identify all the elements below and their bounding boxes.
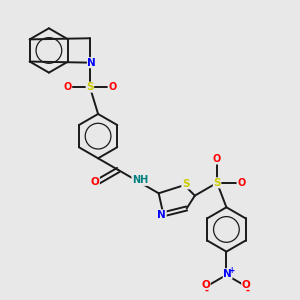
Text: O: O <box>201 280 210 290</box>
Text: N: N <box>158 210 166 220</box>
Text: -: - <box>245 285 249 296</box>
Text: N: N <box>223 269 232 279</box>
Text: -: - <box>205 285 209 296</box>
Text: +: + <box>228 266 235 275</box>
Text: O: O <box>237 178 245 188</box>
Text: NH: NH <box>132 176 148 185</box>
Text: S: S <box>182 179 189 189</box>
Text: S: S <box>213 178 221 188</box>
Text: O: O <box>64 82 72 92</box>
Text: O: O <box>242 280 250 290</box>
Text: O: O <box>213 154 221 164</box>
Text: N: N <box>87 58 96 68</box>
Text: O: O <box>91 177 99 187</box>
Text: S: S <box>86 82 94 92</box>
Text: O: O <box>108 82 116 92</box>
